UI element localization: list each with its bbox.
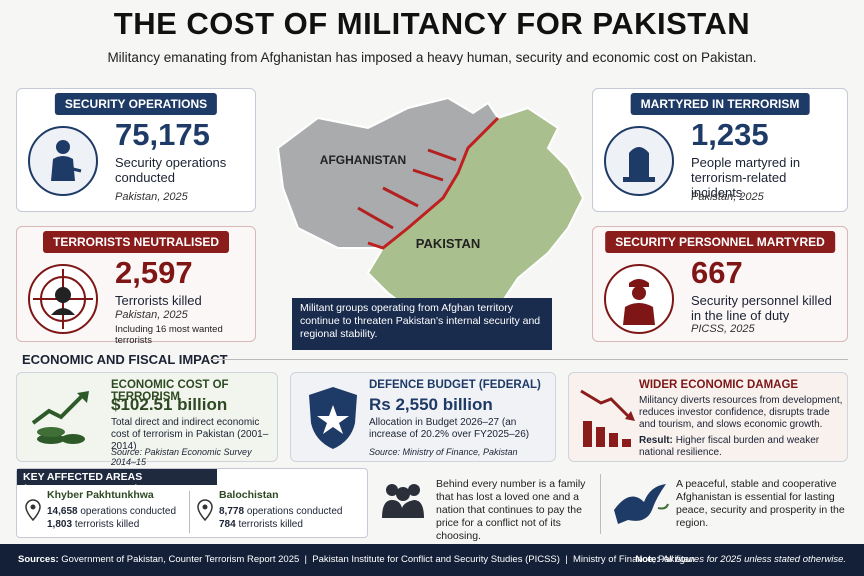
region-killed: 1,803 terrorists killed <box>47 518 176 531</box>
card: SECURITY PERSONNEL MARTYRED 667 Security… <box>592 226 848 342</box>
map: AFGHANISTAN PAKISTAN <box>276 96 585 330</box>
stat: 1,803 <box>47 519 73 530</box>
decline-icon <box>580 389 635 447</box>
section-heading: ECONOMIC AND FISCAL IMPACT <box>22 352 228 367</box>
sources-text: Government of Pakistan, Counter Terroris… <box>61 554 695 565</box>
card-label: TERRORISTS NEUTRALISED <box>42 231 230 253</box>
pin-icon <box>25 499 41 521</box>
result-label: Result: <box>639 435 673 446</box>
card-value: 2,597 <box>115 255 193 290</box>
note-text: All figures for 2025 unless stated other… <box>662 554 846 565</box>
stat-text: terrorists killed <box>74 519 140 530</box>
card-value: 667 <box>691 255 743 290</box>
footer-sources: Sources: Government of Pakistan, Counter… <box>18 554 694 565</box>
card-description: Terrorists killed <box>115 293 202 308</box>
map-label: AFGHANISTAN <box>320 153 406 167</box>
title: THE COST OF MILITANCY FOR PAKISTAN <box>113 6 751 41</box>
region: Khyber Pakhtunkhwa 14,658 operations con… <box>47 489 176 531</box>
footer-note: Note: All figures for 2025 unless stated… <box>635 554 846 565</box>
region-killed: 784 terrorists killed <box>219 518 342 531</box>
card-description: People martyred in terrorism-related inc… <box>691 155 801 200</box>
card-description: Security personnel killed in the line of… <box>691 293 832 323</box>
divider <box>189 491 190 533</box>
econ-source: Source: Pakistan Economic Survey 2014–15 <box>111 447 252 467</box>
divider <box>600 474 601 534</box>
stat: 8,778 <box>219 506 245 517</box>
card: SECURITY OPERATIONS 75,175 Security oper… <box>16 88 256 212</box>
card-label: SECURITY OPERATIONS <box>54 93 218 115</box>
shield-icon <box>309 387 357 449</box>
region-operations: 8,778 operations conducted <box>219 505 342 518</box>
stat-text: terrorists killed <box>238 519 303 530</box>
note-label: Note: <box>635 554 660 565</box>
econ-card: WIDER ECONOMIC DAMAGE Militancy diverts … <box>568 372 848 462</box>
econ-card: ECONOMIC COST OF TERRORISM $102.51 billi… <box>16 372 278 467</box>
card-source: Pakistan, 2025 <box>691 191 764 203</box>
card: MARTYRED IN TERRORISM 1,235 People marty… <box>592 88 848 212</box>
card-value: 1,235 <box>691 117 769 152</box>
card-label: SECURITY PERSONNEL MARTYRED <box>605 231 835 253</box>
region: Balochistan 8,778 operations conducted 7… <box>219 489 342 531</box>
region-name: Balochistan <box>219 489 279 501</box>
sources-label: Sources: <box>18 554 59 565</box>
chart-icon <box>31 391 89 444</box>
pin-icon <box>197 499 213 521</box>
econ-description: Militancy diverts resources from develop… <box>639 395 843 430</box>
border-line <box>367 116 500 250</box>
econ-description: Total direct and indirect economic cost … <box>111 417 269 452</box>
stat-text: operations conducted <box>246 506 343 517</box>
stat: 14,658 <box>47 506 78 517</box>
econ-title: ECONOMIC COST OF TERRORISM <box>111 379 229 403</box>
card-source: PICSS, 2025 <box>691 323 755 335</box>
note: A peaceful, stable and cooperative Afgha… <box>676 478 845 529</box>
card-source: Pakistan, 2025 <box>115 191 188 203</box>
econ-source: Source: Ministry of Finance, Pakistan <box>369 447 518 457</box>
result-text: Higher fiscal burden and weaker national… <box>639 435 820 458</box>
region-operations: 14,658 operations conducted <box>47 505 176 518</box>
target-icon <box>28 264 98 334</box>
soldier-icon <box>28 126 98 196</box>
econ-value: $102.51 billion <box>111 395 228 414</box>
subtitle: Militancy emanating from Afghanistan has… <box>107 50 757 65</box>
card-value: 75,175 <box>115 117 210 152</box>
family-icon <box>382 484 424 518</box>
saluting-officer-icon <box>604 264 674 334</box>
divider <box>210 359 848 360</box>
stat: 784 <box>219 519 236 530</box>
grave-icon <box>604 126 674 196</box>
econ-result: Result: Higher fiscal burden and weaker … <box>639 435 843 459</box>
region-name: Khyber Pakhtunkhwa <box>47 489 154 501</box>
econ-value: Rs 2,550 billion <box>369 395 493 414</box>
card: TERRORISTS NEUTRALISED 2,597 Terrorists … <box>16 226 256 346</box>
map-label: PAKISTAN <box>416 236 481 251</box>
map-caption: Militant groups operating from Afghan te… <box>292 298 552 350</box>
econ-card: DEFENCE BUDGET (FEDERAL) Rs 2,550 billio… <box>290 372 556 462</box>
card-source: Pakistan, 2025 <box>115 309 188 321</box>
arrows <box>357 148 457 230</box>
stat-text: operations conducted <box>80 506 176 517</box>
econ-title: WIDER ECONOMIC DAMAGE <box>639 379 799 391</box>
dove-icon <box>614 484 669 524</box>
econ-description: Allocation in Budget 2026–27 (an increas… <box>369 417 530 440</box>
areas-heading: KEY AFFECTED AREAS (OPERATIONS IN 2025) <box>17 469 217 495</box>
card-label: MARTYRED IN TERRORISM <box>630 93 810 115</box>
affected-areas: KEY AFFECTED AREAS (OPERATIONS IN 2025) … <box>16 468 368 538</box>
card-note: Including 16 most wanted terrorists <box>115 324 223 346</box>
footer: Sources: Government of Pakistan, Counter… <box>0 544 864 576</box>
econ-title: DEFENCE BUDGET (FEDERAL) <box>369 379 541 391</box>
card-description: Security operations conducted <box>115 155 227 185</box>
note: Behind every number is a family that has… <box>436 478 586 542</box>
